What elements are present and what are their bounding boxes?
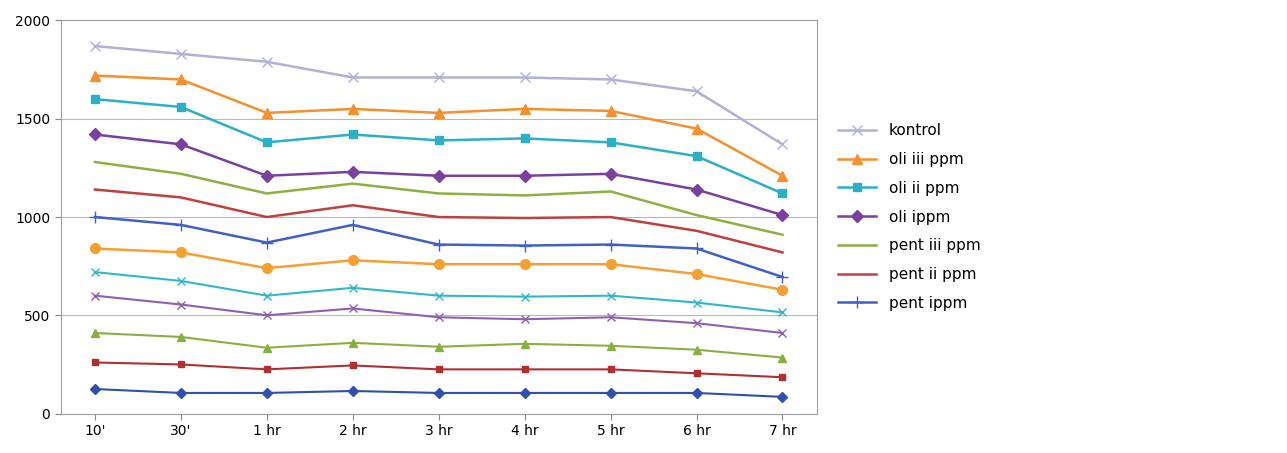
pent ii ppm <box>517 215 533 221</box>
oli ippm <box>602 171 618 177</box>
pent ippm <box>517 243 533 248</box>
pent ippm <box>88 214 103 220</box>
pent ippm <box>174 222 189 227</box>
kontrol <box>259 59 274 64</box>
pent iii ppm <box>88 159 103 165</box>
Line: pent ippm: pent ippm <box>89 211 789 283</box>
oli ippm <box>88 132 103 137</box>
Line: oli ii ppm: oli ii ppm <box>91 95 786 198</box>
kontrol <box>345 75 360 80</box>
Line: kontrol: kontrol <box>90 41 788 149</box>
pent iii ppm <box>689 212 704 218</box>
pent ippm <box>345 222 360 227</box>
pent ippm <box>431 242 447 247</box>
oli ippm <box>775 212 790 218</box>
oli ii ppm <box>689 154 704 159</box>
oli iii ppm <box>345 106 360 111</box>
oli iii ppm <box>689 126 704 131</box>
pent ii ppm <box>689 228 704 233</box>
pent ippm <box>689 246 704 251</box>
oli ippm <box>517 173 533 178</box>
kontrol <box>689 88 704 94</box>
kontrol <box>517 75 533 80</box>
Line: pent ii ppm: pent ii ppm <box>95 189 782 252</box>
oli iii ppm <box>431 110 447 116</box>
kontrol <box>431 75 447 80</box>
oli iii ppm <box>775 173 790 178</box>
oli iii ppm <box>174 77 189 82</box>
pent ippm <box>775 274 790 280</box>
oli ii ppm <box>431 138 447 143</box>
oli ippm <box>689 187 704 192</box>
pent ippm <box>259 240 274 246</box>
oli ii ppm <box>345 132 360 137</box>
pent ii ppm <box>88 187 103 192</box>
pent ii ppm <box>345 202 360 208</box>
kontrol <box>775 142 790 147</box>
pent ii ppm <box>259 214 274 220</box>
Line: pent iii ppm: pent iii ppm <box>95 162 782 235</box>
pent iii ppm <box>259 191 274 196</box>
kontrol <box>88 43 103 49</box>
oli iii ppm <box>517 106 533 111</box>
Legend: kontrol, oli iii ppm, oli ii ppm, oli ippm, pent iii ppm, pent ii ppm, pent ippm: kontrol, oli iii ppm, oli ii ppm, oli ip… <box>833 117 986 317</box>
oli ii ppm <box>775 191 790 196</box>
oli ippm <box>345 169 360 174</box>
oli iii ppm <box>259 110 274 116</box>
pent iii ppm <box>345 181 360 186</box>
kontrol <box>174 51 189 57</box>
oli iii ppm <box>602 108 618 114</box>
Line: oli iii ppm: oli iii ppm <box>90 71 788 181</box>
oli ii ppm <box>517 136 533 141</box>
pent iii ppm <box>174 171 189 177</box>
pent ippm <box>602 242 618 247</box>
oli ii ppm <box>259 140 274 145</box>
oli ii ppm <box>174 104 189 110</box>
pent ii ppm <box>174 195 189 200</box>
pent ii ppm <box>431 214 447 220</box>
pent ii ppm <box>602 214 618 220</box>
pent iii ppm <box>517 193 533 198</box>
oli ippm <box>431 173 447 178</box>
oli ii ppm <box>88 96 103 102</box>
oli ippm <box>174 142 189 147</box>
pent ii ppm <box>775 250 790 255</box>
oli iii ppm <box>88 73 103 78</box>
oli ippm <box>259 173 274 178</box>
kontrol <box>602 77 618 82</box>
oli ii ppm <box>602 140 618 145</box>
pent iii ppm <box>431 191 447 196</box>
pent iii ppm <box>602 189 618 194</box>
pent iii ppm <box>775 232 790 237</box>
Line: oli ippm: oli ippm <box>91 130 786 219</box>
